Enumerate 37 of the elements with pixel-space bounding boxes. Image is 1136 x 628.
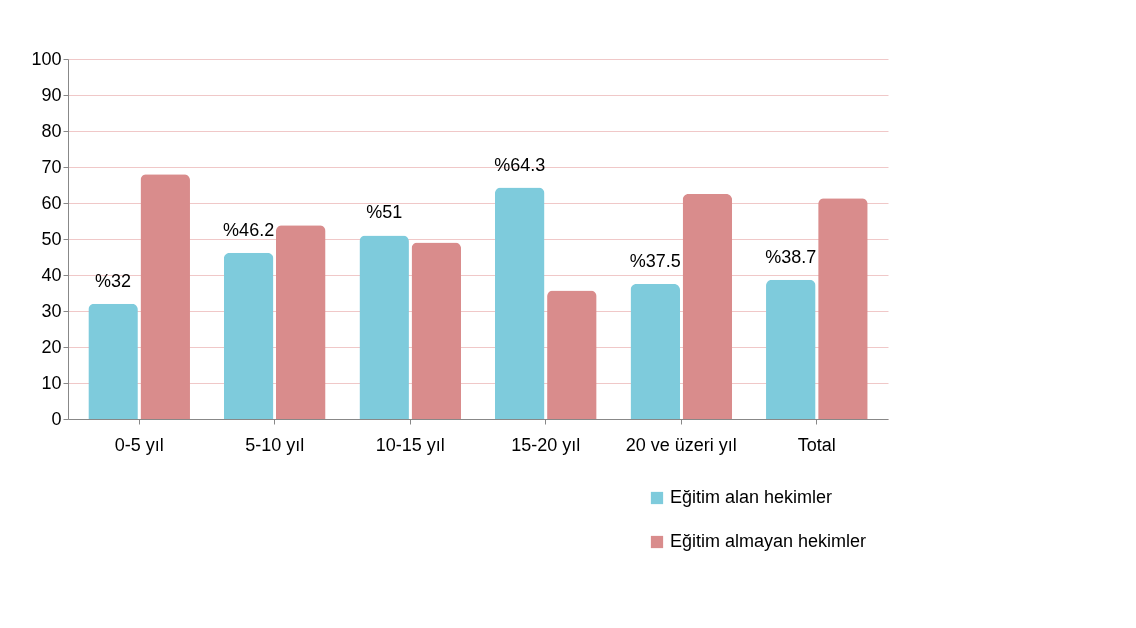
bar [411, 242, 462, 419]
x-tick-label: 0-5 yıl [114, 434, 164, 455]
data-label: %46.2 [223, 219, 275, 240]
legend-label: Eğitim almayan hekimler [670, 531, 867, 551]
bar [276, 225, 326, 419]
y-tick-label: 50 [41, 228, 62, 249]
x-tick-label: 20 ve üzeri yıl [625, 434, 737, 455]
data-label: %32 [95, 270, 132, 291]
y-tick-label: 20 [41, 336, 62, 357]
x-tick-label: Total [797, 434, 836, 455]
data-label: %38.7 [765, 246, 817, 267]
legend-label: Eğitim alan hekimler [670, 487, 833, 507]
bar [818, 198, 868, 419]
bar [494, 187, 545, 419]
bar [630, 284, 680, 419]
bar [88, 303, 138, 419]
y-tick-label: 10 [41, 372, 62, 393]
y-tick-label: 90 [41, 84, 62, 105]
bar [140, 174, 190, 419]
bar [359, 235, 409, 419]
bar [766, 279, 816, 419]
y-tick-label: 60 [41, 192, 62, 213]
y-tick-label: 0 [51, 408, 62, 429]
x-tick-label: 10-15 yıl [375, 434, 445, 455]
data-label: %51 [366, 202, 403, 223]
y-tick-label: 30 [41, 300, 62, 321]
bar [223, 252, 274, 419]
y-tick-label: 40 [41, 264, 62, 285]
bar [547, 290, 597, 419]
y-tick-label: 100 [31, 48, 62, 69]
x-tick-label: 15-20 yıl [511, 434, 581, 455]
y-tick-label: 80 [41, 120, 62, 141]
x-tick-label: 5-10 yıl [245, 434, 305, 455]
bar [682, 194, 733, 419]
data-label: %64.3 [494, 154, 546, 175]
y-tick-label: 70 [41, 156, 62, 177]
data-label: %37.5 [629, 251, 681, 271]
